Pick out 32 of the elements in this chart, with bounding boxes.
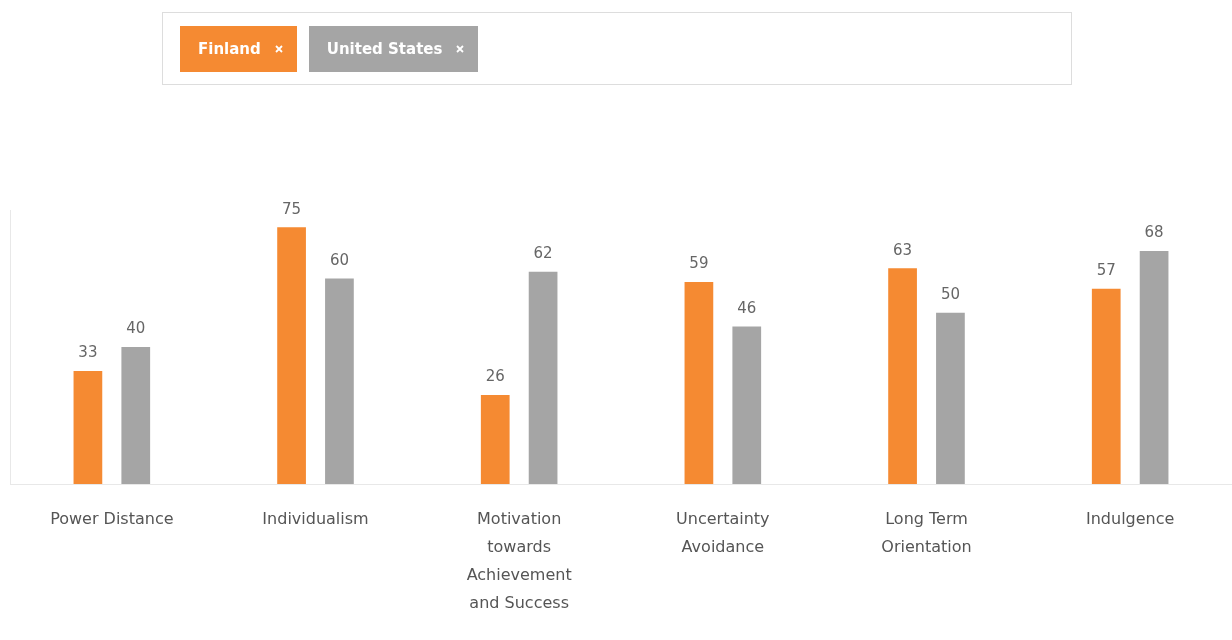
- data-label: 50: [940, 285, 960, 304]
- x-tick-label: Power Distance: [50, 509, 174, 529]
- data-label: 75: [282, 199, 302, 218]
- bar: [528, 271, 558, 484]
- x-tick-label: Indulgence: [1085, 509, 1175, 529]
- x-tick-label: Motivation towards Achievement and Success: [466, 509, 572, 613]
- bar: [480, 394, 510, 484]
- bar: [277, 227, 306, 484]
- text: United States: [326, 39, 443, 58]
- data-label: 60: [329, 250, 349, 269]
- bar: [888, 268, 917, 484]
- text: Finland: [198, 39, 261, 58]
- bar: [73, 370, 103, 484]
- x-tick-label: Individualism: [262, 509, 369, 529]
- bar: [684, 281, 714, 484]
- data-label: 26: [485, 367, 505, 386]
- x-tick-label: Uncertainty Avoidance: [676, 509, 770, 557]
- bar: [936, 312, 965, 484]
- bar: [325, 278, 354, 484]
- bar: [1091, 288, 1121, 484]
- data-label: 59: [689, 254, 709, 273]
- data-label: 40: [126, 319, 146, 338]
- data-label: 33: [78, 343, 98, 362]
- data-label: 63: [893, 240, 913, 259]
- data-label: 57: [1096, 261, 1116, 280]
- data-label: 46: [737, 298, 757, 317]
- data-label: 62: [533, 244, 553, 263]
- data-label: 68: [1144, 223, 1164, 242]
- bar: [1139, 251, 1169, 484]
- bar: [732, 326, 762, 484]
- x-tick-label: Long Term Orientation: [881, 509, 972, 557]
- bar: [121, 347, 151, 484]
